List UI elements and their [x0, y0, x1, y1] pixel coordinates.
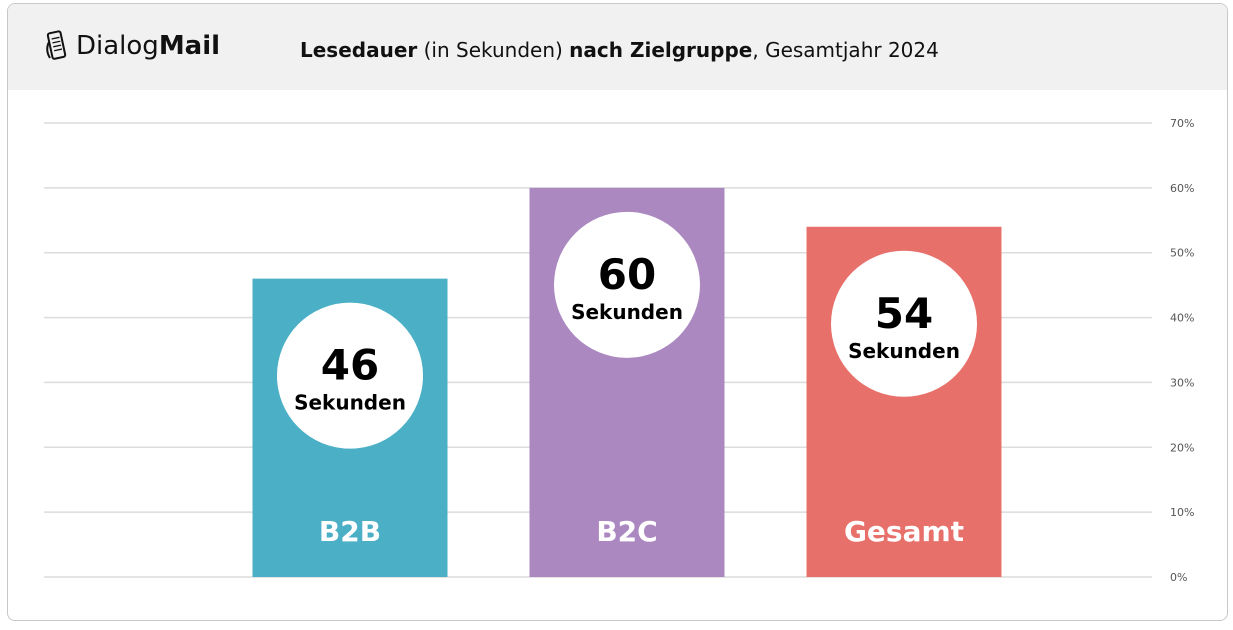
header: DialogMail Lesedauer (in Sekunden) nach … — [8, 4, 1227, 90]
chart-title: Lesedauer (in Sekunden) nach Zielgruppe,… — [300, 38, 939, 62]
title-part-4: , Gesamtjahr 2024 — [752, 38, 939, 62]
data-label-value: 60 — [598, 250, 656, 299]
mail-logo-icon — [46, 30, 67, 60]
value-circle — [554, 211, 700, 358]
title-part-2: (in Sekunden) — [417, 38, 570, 62]
y-tick-label: 30% — [1170, 376, 1194, 389]
data-label-value: 46 — [321, 341, 379, 390]
logo-text-bold: Mail — [158, 31, 221, 61]
data-label-unit: Sekunden — [571, 300, 683, 324]
title-part-1: Lesedauer — [300, 38, 418, 62]
y-tick-label: 20% — [1170, 441, 1194, 454]
category-label: Gesamt — [844, 515, 964, 548]
title-part-3: nach Zielgruppe — [569, 38, 753, 62]
value-circle — [277, 302, 423, 449]
y-tick-label: 40% — [1170, 312, 1194, 325]
y-tick-label: 50% — [1170, 247, 1194, 260]
data-label-unit: Sekunden — [294, 391, 406, 415]
y-tick-label: 0% — [1170, 571, 1187, 584]
value-circle — [831, 250, 977, 397]
category-label: B2C — [596, 515, 657, 548]
data-label-unit: Sekunden — [848, 339, 960, 363]
y-tick-label: 70% — [1170, 117, 1194, 130]
category-label: B2B — [319, 515, 381, 548]
data-label-value: 54 — [875, 289, 933, 338]
logo-text-regular: Dialog — [76, 31, 159, 61]
y-tick-label: 60% — [1170, 182, 1194, 195]
logo: DialogMail — [44, 30, 220, 62]
y-tick-label: 10% — [1170, 506, 1194, 519]
